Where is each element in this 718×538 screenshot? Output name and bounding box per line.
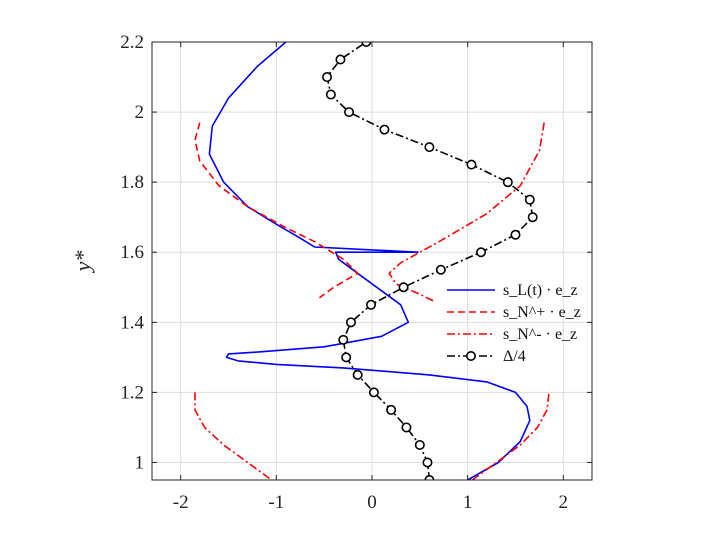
- legend-marker: [465, 350, 476, 361]
- x-tick-label: 1: [463, 492, 473, 513]
- data-point: [379, 124, 390, 135]
- grid: [152, 41, 592, 480]
- x-tick-label: -1: [268, 492, 284, 513]
- data-point: [510, 229, 521, 240]
- y-tick-label: 1: [135, 452, 145, 473]
- y-axis-label: y*: [70, 251, 95, 274]
- data-point: [414, 439, 425, 450]
- y-tick-label: 2: [135, 102, 145, 123]
- x-tick-label: -2: [173, 492, 189, 513]
- y-tick-label: 1.6: [120, 242, 144, 263]
- data-point: [366, 299, 377, 310]
- legend-entry-label: Δ/4: [503, 348, 526, 365]
- series-line-3: [326, 42, 534, 480]
- data-point: [524, 194, 535, 205]
- y-tick-label: 1.2: [120, 382, 144, 403]
- data-point: [361, 42, 372, 47]
- y-tick-label: 1.8: [120, 172, 144, 193]
- data-point: [386, 404, 397, 415]
- data-point: [338, 334, 349, 345]
- series-line-1: [194, 122, 359, 299]
- x-tick-label: 2: [559, 492, 569, 513]
- data-point: [341, 352, 352, 363]
- legend-entry-label: s_N^- · e_z: [503, 326, 577, 343]
- data-point: [325, 89, 336, 100]
- data-point: [466, 159, 477, 170]
- data-point: [368, 387, 379, 398]
- legend-entry-label: s_N^+ · e_z: [503, 304, 581, 321]
- data-point: [335, 54, 346, 65]
- data-point: [344, 107, 355, 118]
- data-point: [401, 422, 412, 433]
- data-point: [435, 264, 446, 275]
- data-point: [345, 317, 356, 328]
- data-point: [398, 282, 409, 293]
- data-point: [502, 177, 513, 188]
- legend-entry-label: s_L(t) · e_z: [503, 282, 578, 299]
- data-point: [476, 247, 487, 258]
- y-tick-label: 1.4: [120, 312, 144, 333]
- data-point: [422, 457, 433, 468]
- series-line-2: [194, 392, 273, 480]
- data-point: [424, 142, 435, 153]
- axis-ticks: -2 -1 0 1 2 1 1.2 1.4 1.6 1.8 2 2.2: [120, 32, 592, 513]
- data-point: [527, 212, 538, 223]
- data-point: [322, 72, 333, 83]
- y-tick-label: 2.2: [120, 32, 144, 53]
- series-line-0: [208, 42, 531, 480]
- plot-series: [194, 42, 550, 480]
- data-point: [352, 369, 363, 380]
- series-line-2: [388, 122, 545, 303]
- legend: s_L(t) · e_z s_N^+ · e_z s_N^- · e_z Δ/4: [447, 282, 581, 365]
- x-tick-label: 0: [367, 492, 377, 513]
- series-line-2: [471, 392, 550, 480]
